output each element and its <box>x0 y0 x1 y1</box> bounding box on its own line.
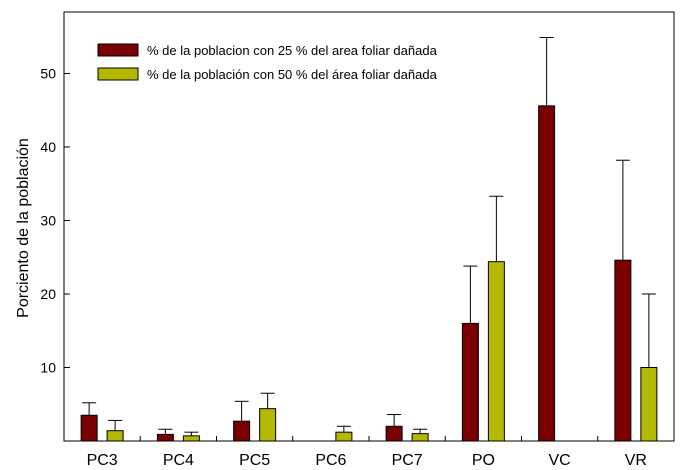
y-tick-label: 10 <box>40 360 56 376</box>
y-tick-label: 20 <box>40 286 56 302</box>
bar <box>335 431 353 442</box>
legend-label-series-2: % de la población con 50 % del área foli… <box>147 67 438 82</box>
y-tick-label: 30 <box>40 213 56 229</box>
x-tick-label: PO <box>472 452 495 469</box>
bar <box>182 435 200 442</box>
bar <box>538 105 556 442</box>
bar <box>80 414 98 442</box>
bar <box>614 259 632 442</box>
legend-label-series-1: % de la poblacion con 25 % del area foli… <box>147 43 438 58</box>
x-tick-label: PC4 <box>163 452 194 469</box>
x-tick-label: PC3 <box>87 452 118 469</box>
bars <box>80 105 658 442</box>
bar <box>385 425 403 442</box>
y-axis-ticks: 10 20 30 40 50 <box>40 66 70 376</box>
bar <box>156 433 174 442</box>
legend: % de la poblacion con 25 % del area foli… <box>97 43 438 82</box>
x-tick-label: PC6 <box>315 452 346 469</box>
bar <box>461 322 479 442</box>
legend-swatch-series-2 <box>97 67 139 81</box>
bar <box>411 433 429 442</box>
error-bars <box>82 36 656 436</box>
bar <box>640 367 658 442</box>
bar <box>487 261 505 442</box>
legend-swatch-series-1 <box>97 43 139 57</box>
bar <box>106 430 124 442</box>
bar <box>259 408 277 442</box>
x-tick-label: VC <box>549 452 571 469</box>
bar <box>233 420 251 442</box>
x-tick-label: PC7 <box>392 452 423 469</box>
y-tick-label: 50 <box>40 66 56 82</box>
x-tick-label: PC5 <box>239 452 270 469</box>
x-axis-ticks: PC3 PC4 PC5 PC6 PC7 PO VC VR <box>87 436 647 469</box>
y-tick-label: 40 <box>40 139 56 155</box>
y-axis-label: Porciento de la población <box>15 138 32 318</box>
x-tick-label: VR <box>625 452 647 469</box>
